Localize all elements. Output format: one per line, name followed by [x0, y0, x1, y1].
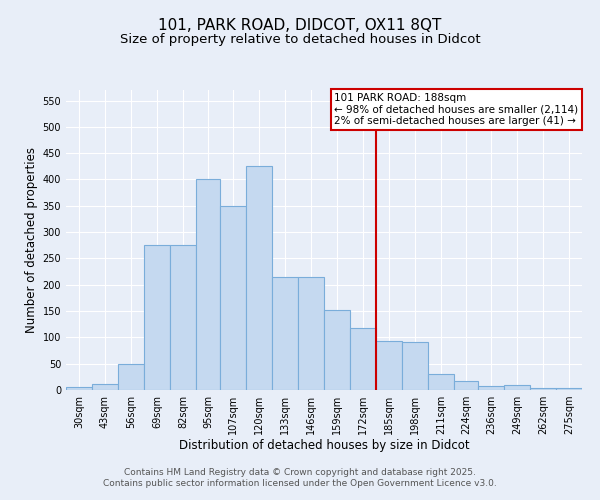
Text: Size of property relative to detached houses in Didcot: Size of property relative to detached ho… [119, 32, 481, 46]
Bar [402, 342, 428, 390]
Bar [350, 328, 376, 390]
X-axis label: Distribution of detached houses by size in Didcot: Distribution of detached houses by size … [179, 438, 469, 452]
Bar [118, 364, 144, 390]
Bar [220, 206, 246, 390]
Bar [246, 166, 272, 390]
Bar [298, 277, 324, 390]
Bar [530, 388, 556, 390]
Bar [92, 384, 118, 390]
Text: 101 PARK ROAD: 188sqm
← 98% of detached houses are smaller (2,114)
2% of semi-de: 101 PARK ROAD: 188sqm ← 98% of detached … [334, 93, 578, 126]
Bar [272, 277, 298, 390]
Bar [478, 386, 504, 390]
Bar [66, 388, 92, 390]
Bar [428, 374, 454, 390]
Bar [376, 341, 402, 390]
Bar [504, 384, 530, 390]
Text: 101, PARK ROAD, DIDCOT, OX11 8QT: 101, PARK ROAD, DIDCOT, OX11 8QT [158, 18, 442, 32]
Text: Contains HM Land Registry data © Crown copyright and database right 2025.
Contai: Contains HM Land Registry data © Crown c… [103, 468, 497, 487]
Bar [196, 180, 220, 390]
Y-axis label: Number of detached properties: Number of detached properties [25, 147, 38, 333]
Bar [144, 246, 170, 390]
Bar [324, 310, 350, 390]
Bar [170, 246, 196, 390]
Bar [454, 380, 478, 390]
Bar [556, 388, 582, 390]
